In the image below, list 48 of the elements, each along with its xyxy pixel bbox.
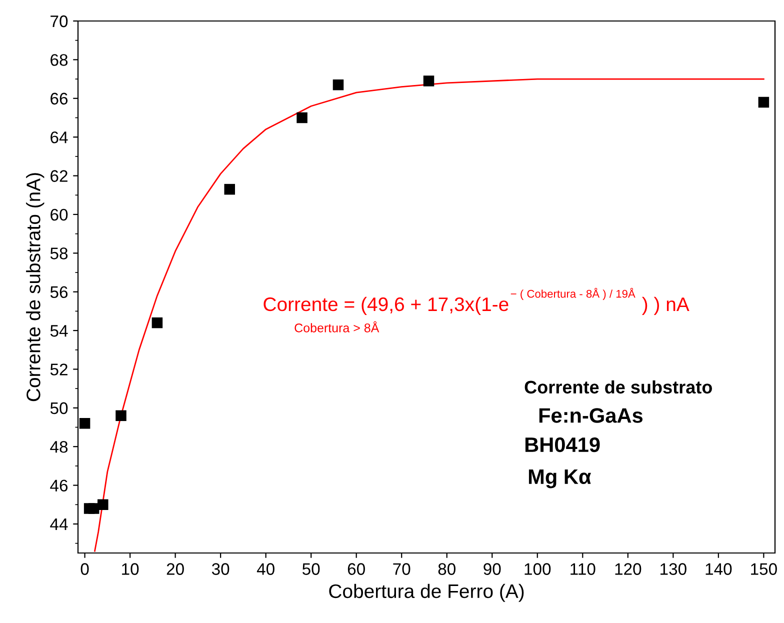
x-tick-label: 30 [212, 563, 230, 575]
point [116, 410, 126, 422]
annotation: Corrente de substrato [524, 380, 712, 394]
x-tick-label: 70 [393, 563, 410, 575]
x-axis-title: Cobertura de Ferro (A) [329, 584, 524, 602]
y-tick-label: 60 [50, 208, 68, 221]
point [152, 317, 163, 328]
y-tick-label: 46 [50, 480, 68, 492]
point [98, 499, 108, 510]
x-tick-label: 0 [80, 563, 89, 575]
annotation: Mg Kα [528, 470, 592, 488]
y-tick-label: 62 [50, 170, 68, 182]
x-tick-label: 120 [615, 563, 642, 575]
point [296, 112, 308, 124]
point [79, 418, 90, 429]
y-tick-label: 48 [50, 441, 68, 453]
line-series [94, 78, 764, 552]
x-tick-label: 80 [438, 563, 456, 575]
y-tick-label: 44 [50, 518, 68, 530]
annotation: Cobertura > 8Å [294, 321, 380, 332]
annotation: BH0419 [525, 437, 600, 452]
x-tick-label: 40 [256, 563, 274, 575]
x-tick-label: 140 [706, 563, 732, 575]
y-tick-label: 70 [50, 15, 68, 28]
x-tick-label: 130 [660, 563, 686, 575]
y-tick-label: 64 [50, 131, 68, 144]
annotation: Fe:n-GaAs [539, 408, 642, 423]
y-tick-label: 56 [50, 286, 68, 298]
x-tick-label: 60 [348, 563, 365, 575]
y-tick-label: 68 [50, 54, 68, 66]
x-tick-label: 150 [751, 563, 777, 575]
y-axis-title: Corrente de substrato (nA) [26, 173, 44, 402]
point [758, 96, 770, 108]
y-tick-label: 54 [50, 325, 68, 337]
y-tick-label: 50 [50, 402, 68, 414]
point [423, 76, 434, 86]
y-tick-label: 66 [50, 92, 68, 105]
point [332, 79, 344, 90]
y-tick-label: 52 [50, 364, 68, 376]
point [224, 184, 235, 195]
x-tick-label: 10 [122, 563, 139, 575]
x-tick-label: 20 [166, 563, 184, 575]
x-tick-label: 50 [302, 563, 320, 575]
x-tick-label: 100 [524, 563, 551, 575]
y-tick-label: 58 [50, 248, 68, 260]
annotation: Corrente = (49,6 + 17,3x(1-e− ( Cobertura - 8Å ) / 19Å ) ) nA [264, 288, 690, 315]
x-tick-label: 110 [570, 563, 596, 575]
x-tick-label: 90 [484, 563, 501, 575]
